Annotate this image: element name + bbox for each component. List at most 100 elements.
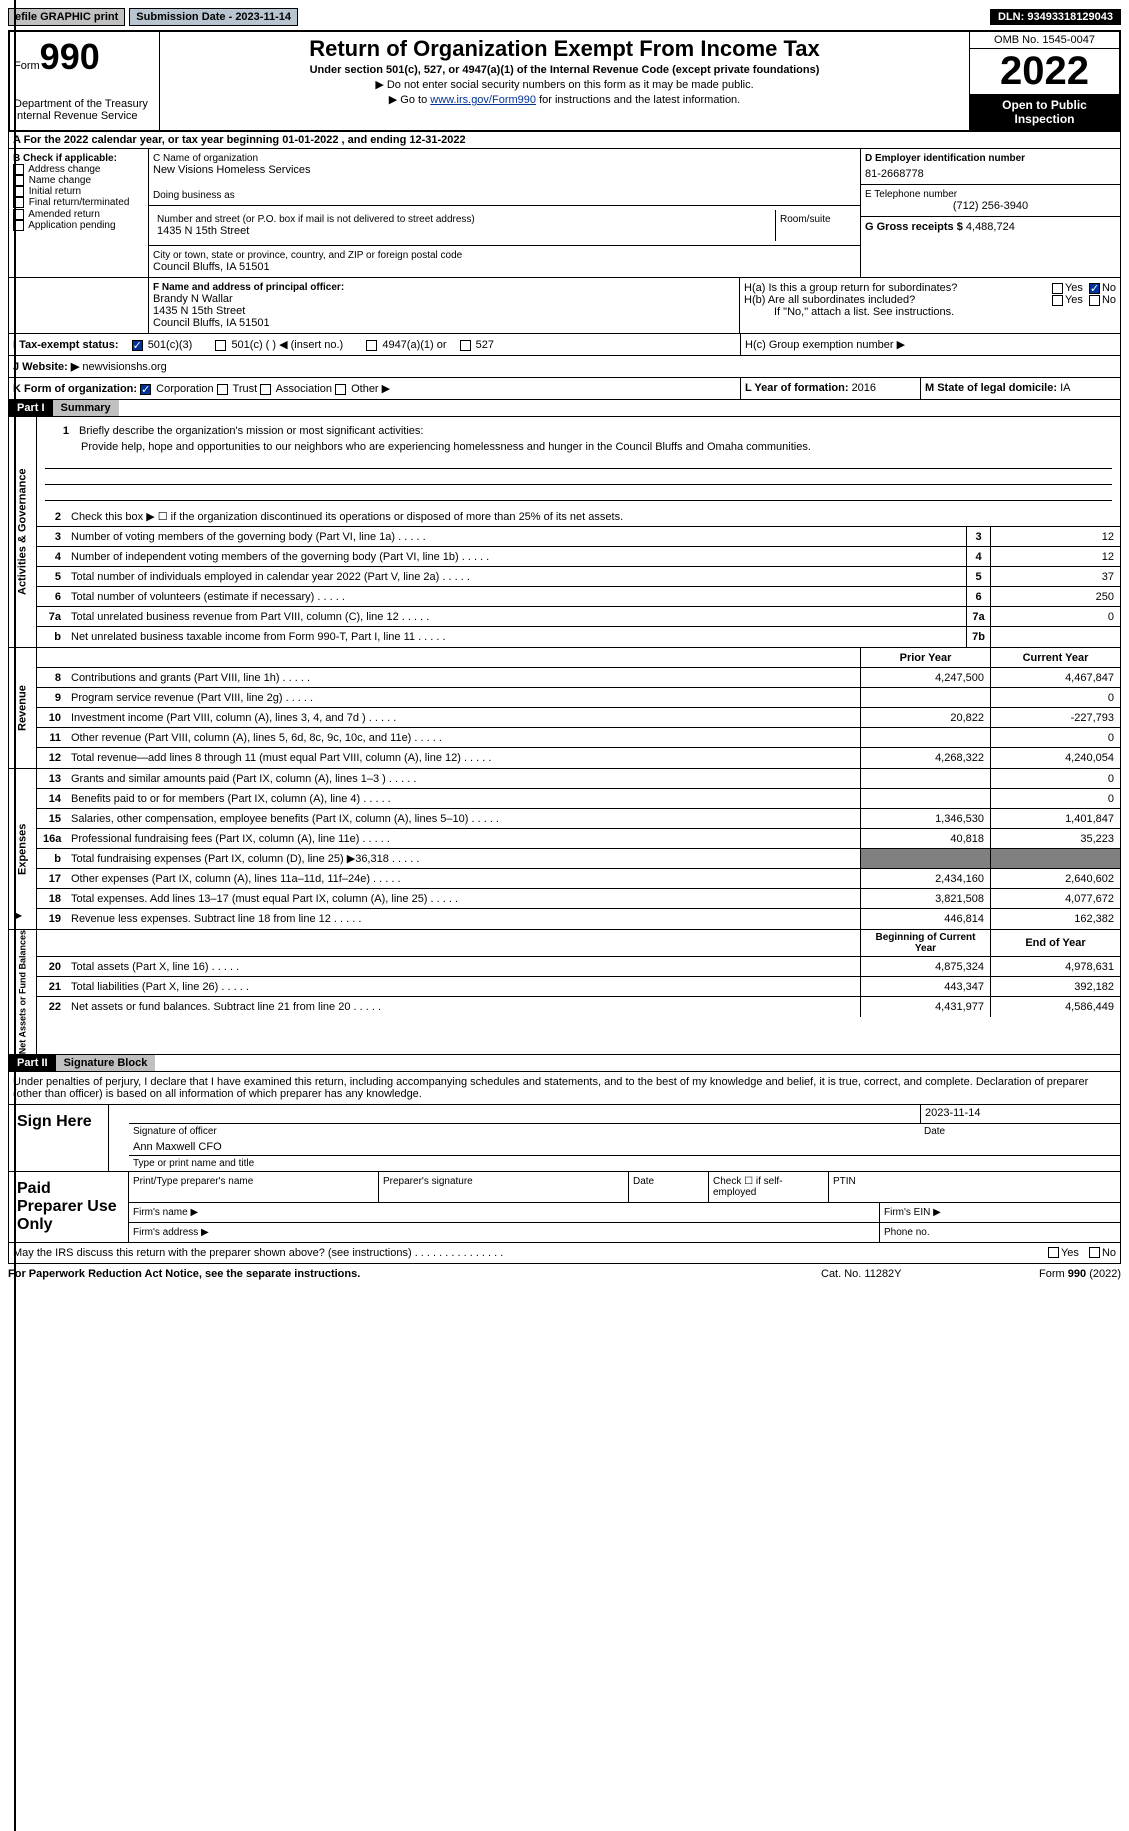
info-grid: B Check if applicable: Address change Na… bbox=[8, 149, 1121, 278]
k-opt-2[interactable] bbox=[260, 384, 271, 395]
officer-addr1: 1435 N 15th Street bbox=[153, 305, 735, 317]
hb-note: If "No," attach a list. See instructions… bbox=[744, 306, 1116, 318]
room-suite-label: Room/suite bbox=[776, 210, 856, 241]
form-header: Form990 Department of the Treasury Inter… bbox=[8, 30, 1121, 132]
firm-ein-label: Firm's EIN ▶ bbox=[880, 1203, 1120, 1222]
phone-label: E Telephone number bbox=[865, 189, 1116, 200]
officer-label: F Name and address of principal officer: bbox=[153, 282, 735, 293]
ptin-label: PTIN bbox=[829, 1172, 1120, 1202]
value-line-3: 12 bbox=[990, 527, 1120, 546]
part2-header: Part IISignature Block bbox=[8, 1055, 1121, 1072]
value-line-7a: 0 bbox=[990, 607, 1120, 626]
current-12: 4,240,054 bbox=[990, 748, 1120, 768]
gross-receipts-label: G Gross receipts $ bbox=[865, 221, 963, 233]
current-14: 0 bbox=[990, 789, 1120, 808]
prior-17: 2,434,160 bbox=[860, 869, 990, 888]
hb-no-checkbox[interactable] bbox=[1089, 295, 1100, 306]
dept-treasury: Department of the Treasury bbox=[14, 98, 155, 110]
officer-name-title: Ann Maxwell CFO bbox=[129, 1139, 1120, 1156]
hb-label: H(b) Are all subordinates included? bbox=[744, 294, 1052, 306]
value-line-b bbox=[990, 627, 1120, 647]
line2-text: Check this box ▶ ☐ if the organization d… bbox=[67, 508, 1120, 525]
footer-final: For Paperwork Reduction Act Notice, see … bbox=[8, 1264, 1121, 1284]
prior-14 bbox=[860, 789, 990, 808]
ein-value: 81-2668778 bbox=[865, 168, 1116, 180]
top-bar: efile GRAPHIC print Submission Date - 20… bbox=[8, 8, 1121, 26]
current-year-header: Current Year bbox=[990, 648, 1120, 667]
current-8: 4,467,847 bbox=[990, 668, 1120, 687]
dln-label: DLN: 93493318129043 bbox=[990, 9, 1121, 25]
activities-governance-section: Activities & Governance 1 Briefly descri… bbox=[8, 417, 1121, 648]
prep-date-label: Date bbox=[629, 1172, 709, 1202]
ha-no-checkbox[interactable] bbox=[1089, 283, 1100, 294]
form-number: Form990 bbox=[14, 36, 155, 78]
current-22: 4,586,449 bbox=[990, 997, 1120, 1017]
form-subtitle: Under section 501(c), 527, or 4947(a)(1)… bbox=[164, 64, 965, 76]
officer-addr2: Council Bluffs, IA 51501 bbox=[153, 317, 735, 329]
sig-date-value: 2023-11-14 bbox=[920, 1105, 1120, 1123]
section-b-label: B Check if applicable: bbox=[13, 153, 144, 164]
paid-preparer-label: Paid Preparer Use Only bbox=[9, 1172, 129, 1242]
print-name-label: Print/Type preparer's name bbox=[129, 1172, 379, 1202]
prior-22: 4,431,977 bbox=[860, 997, 990, 1017]
omb-number: OMB No. 1545-0047 bbox=[970, 32, 1119, 49]
current-13: 0 bbox=[990, 769, 1120, 788]
declaration-text: Under penalties of perjury, I declare th… bbox=[8, 1072, 1121, 1105]
discuss-row: May the IRS discuss this return with the… bbox=[8, 1243, 1121, 1264]
open-inspection: Open to Public Inspection bbox=[970, 94, 1119, 130]
current-9: 0 bbox=[990, 688, 1120, 707]
discuss-no-checkbox[interactable] bbox=[1089, 1247, 1100, 1258]
efile-print-button[interactable]: efile GRAPHIC print bbox=[8, 8, 125, 26]
hc-label: H(c) Group exemption number ▶ bbox=[740, 334, 1120, 355]
k-opt-1[interactable] bbox=[217, 384, 228, 395]
k-opt-3[interactable] bbox=[335, 384, 346, 395]
501c-checkbox[interactable] bbox=[215, 340, 226, 351]
phone-value: (712) 256-3940 bbox=[865, 200, 1116, 212]
current-18: 4,077,672 bbox=[990, 889, 1120, 908]
irs-link[interactable]: www.irs.gov/Form990 bbox=[430, 94, 536, 106]
cat-no: Cat. No. 11282Y bbox=[821, 1268, 971, 1280]
hb-yes-checkbox[interactable] bbox=[1052, 295, 1063, 306]
discuss-yes-checkbox[interactable] bbox=[1048, 1247, 1059, 1258]
sig-date-label: Date bbox=[920, 1124, 1120, 1139]
type-name-label: Type or print name and title bbox=[129, 1156, 1120, 1171]
current-10: -227,793 bbox=[990, 708, 1120, 727]
prior-16a: 40,818 bbox=[860, 829, 990, 848]
mission-text: Provide help, hope and opportunities to … bbox=[45, 441, 1112, 453]
mission-label: Briefly describe the organization's miss… bbox=[75, 423, 1112, 439]
tax-year-big: 2022 bbox=[970, 49, 1119, 94]
note-ssn: ▶ Do not enter social security numbers o… bbox=[164, 78, 965, 91]
section-k-l-m-row: K Form of organization: Corporation Trus… bbox=[8, 378, 1121, 400]
value-line-4: 12 bbox=[990, 547, 1120, 566]
value-line-5: 37 bbox=[990, 567, 1120, 586]
city-label: City or town, state or province, country… bbox=[153, 250, 856, 261]
expenses-section: Expenses 13Grants and similar amounts pa… bbox=[8, 769, 1121, 930]
begin-year-header: Beginning of Current Year bbox=[860, 930, 990, 956]
net-assets-section: Net Assets or Fund Balances Beginning of… bbox=[8, 930, 1121, 1055]
revenue-section: Revenue Prior Year Current Year 8Contrib… bbox=[8, 648, 1121, 769]
submission-date-button[interactable]: Submission Date - 2023-11-14 bbox=[129, 8, 298, 26]
ha-yes-checkbox[interactable] bbox=[1052, 283, 1063, 294]
prep-sig-label: Preparer's signature bbox=[379, 1172, 629, 1202]
prior-9 bbox=[860, 688, 990, 707]
current-19: 162,382 bbox=[990, 909, 1120, 929]
sig-officer-label: Signature of officer bbox=[129, 1124, 920, 1139]
527-checkbox[interactable] bbox=[460, 340, 471, 351]
k-opt-0[interactable] bbox=[140, 384, 151, 395]
4947-checkbox[interactable] bbox=[366, 340, 377, 351]
form-title: Return of Organization Exempt From Incom… bbox=[164, 36, 965, 62]
current-20: 4,978,631 bbox=[990, 957, 1120, 976]
value-line-6: 250 bbox=[990, 587, 1120, 606]
501c3-checkbox[interactable] bbox=[132, 340, 143, 351]
org-name: New Visions Homeless Services bbox=[153, 164, 856, 176]
section-f-h-row: F Name and address of principal officer:… bbox=[8, 278, 1121, 334]
current-11: 0 bbox=[990, 728, 1120, 747]
prior-18: 3,821,508 bbox=[860, 889, 990, 908]
paperwork-notice: For Paperwork Reduction Act Notice, see … bbox=[8, 1268, 821, 1280]
sign-here-label: Sign Here bbox=[9, 1105, 109, 1171]
ein-label: D Employer identification number bbox=[865, 153, 1116, 164]
firm-name-label: Firm's name ▶ bbox=[129, 1203, 880, 1222]
firm-addr-label: Firm's address ▶ bbox=[129, 1223, 880, 1242]
prior-10: 20,822 bbox=[860, 708, 990, 727]
prior-12: 4,268,322 bbox=[860, 748, 990, 768]
